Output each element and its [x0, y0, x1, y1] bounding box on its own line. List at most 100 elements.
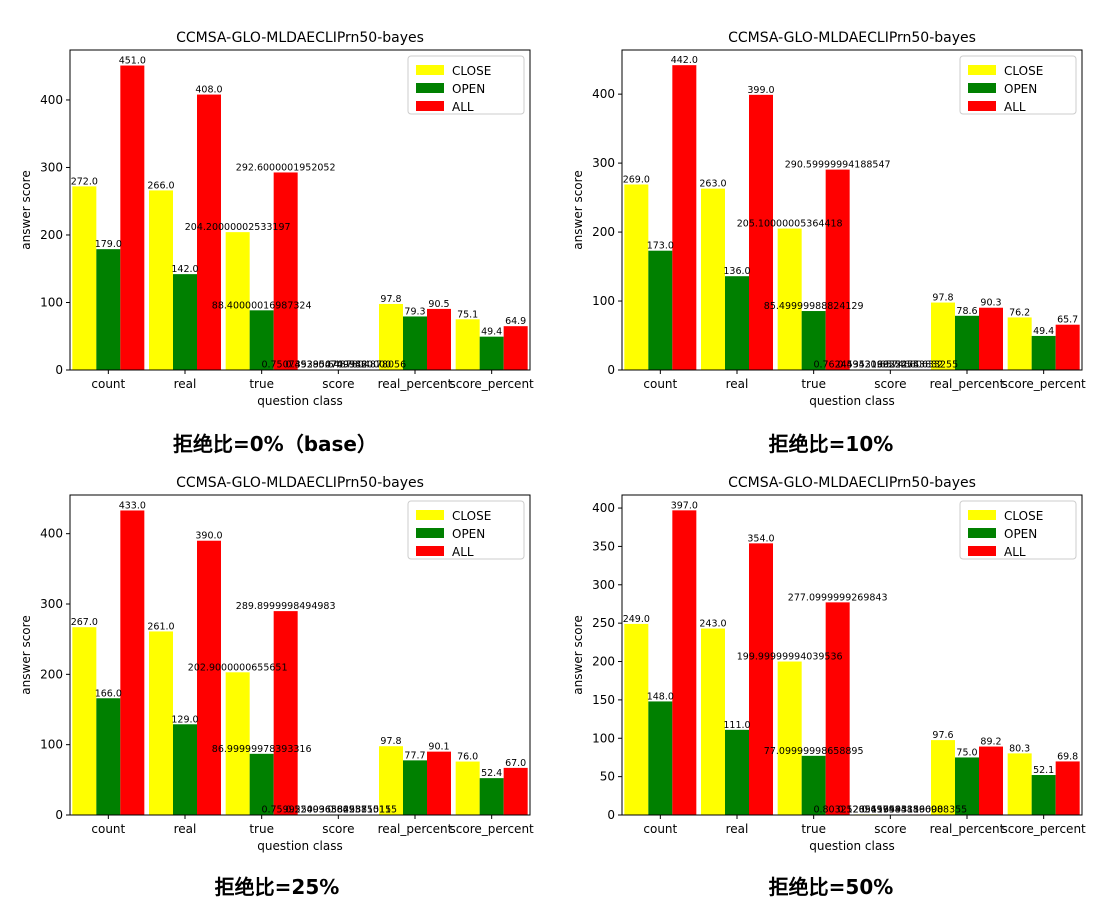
- legend-label: OPEN: [1004, 82, 1037, 96]
- bar-open: [648, 250, 673, 370]
- data-label: 86.99999978393316: [212, 744, 312, 755]
- y-axis-label: answer score: [571, 170, 585, 249]
- bar-close: [455, 319, 480, 370]
- data-label: 52.4: [481, 768, 502, 779]
- data-label: 397.0: [671, 500, 698, 511]
- data-label: 97.8: [380, 736, 401, 747]
- data-label: 0.4938547495460000: [285, 360, 391, 371]
- x-tick-label: score: [322, 822, 354, 836]
- bar-open: [955, 757, 979, 815]
- legend-swatch-all: [416, 546, 444, 556]
- bar-close: [72, 627, 97, 815]
- data-label: 97.6: [932, 730, 953, 741]
- bar-all: [273, 611, 298, 815]
- y-axis-label: answer score: [19, 615, 33, 694]
- legend: CLOSE OPEN ALL: [407, 55, 525, 115]
- data-label: 261.0: [147, 621, 174, 632]
- data-label: 166.0: [95, 688, 122, 699]
- bar-all: [979, 307, 1003, 370]
- x-tick-label: true: [801, 377, 826, 391]
- data-label: 64.9: [505, 316, 526, 327]
- bar-all: [749, 94, 773, 371]
- legend-swatch-open: [416, 83, 444, 93]
- data-label: 249.0: [623, 614, 650, 625]
- y-tick-label: 400: [592, 87, 615, 101]
- x-tick-label: score: [874, 822, 906, 836]
- bar-close: [931, 740, 955, 815]
- bar-all: [503, 326, 528, 370]
- bar-open: [1031, 335, 1056, 370]
- legend-label: OPEN: [452, 527, 485, 541]
- bar-close: [455, 761, 480, 815]
- data-label: 199.99999994039536: [737, 652, 843, 663]
- bar-close: [225, 232, 250, 370]
- data-label: 52.1: [1033, 765, 1054, 776]
- legend-swatch-open: [968, 83, 996, 93]
- data-label: 90.1: [428, 742, 449, 753]
- bar-close: [149, 190, 173, 370]
- bar-all: [120, 510, 145, 815]
- x-tick-label: score_percent: [450, 377, 535, 391]
- bar-all: [749, 543, 773, 815]
- x-tick-label: count: [643, 822, 677, 836]
- x-tick-label: true: [249, 822, 274, 836]
- legend-label: ALL: [1004, 545, 1026, 559]
- data-label: 442.0: [671, 55, 698, 66]
- x-tick-label: real_percent: [930, 822, 1005, 836]
- x-tick-label: real_percent: [378, 377, 453, 391]
- y-tick-label: 200: [40, 228, 63, 242]
- chart-panel-2: CCMSA-GLO-MLDAECLIPrn50-bayes 0 100 200 300 4…: [0, 465, 540, 865]
- bar-open: [249, 753, 274, 815]
- data-label: 408.0: [195, 85, 222, 96]
- data-label: 77.09999998658895: [764, 746, 864, 757]
- bar-all: [427, 308, 451, 370]
- data-label: 76.0: [457, 752, 478, 763]
- bar-all: [825, 602, 850, 815]
- x-tick-label: score: [322, 377, 354, 391]
- y-tick-label: 0: [607, 808, 615, 822]
- bar-close: [379, 746, 403, 815]
- bar-close: [225, 672, 250, 815]
- data-label: 433.0: [119, 500, 146, 511]
- data-label: 0.7599250936582587: [261, 804, 367, 815]
- y-tick-label: 400: [40, 93, 63, 107]
- data-label: 266.0: [147, 180, 174, 191]
- bar-open: [403, 760, 427, 815]
- data-label: 0.8032128511659315: [813, 804, 919, 815]
- x-tick-label: real_percent: [378, 822, 453, 836]
- data-label: 0.5209459445119000: [837, 805, 943, 816]
- y-tick-label: 350: [592, 539, 615, 553]
- bar-all: [825, 169, 850, 370]
- legend-swatch-close: [416, 510, 444, 520]
- x-axis-label: question class: [809, 394, 894, 408]
- x-tick-label: true: [249, 377, 274, 391]
- bar-open: [801, 755, 826, 815]
- chart-panel-0: CCMSA-GLO-MLDAECLIPrn50-bayes 0 100 200 300 4…: [0, 20, 540, 420]
- data-label: 49.4: [481, 327, 502, 338]
- data-label: 354.0: [747, 533, 774, 544]
- data-label: 80.3: [1009, 743, 1030, 754]
- data-label: 0.4942196524753832: [837, 360, 943, 371]
- data-label: 78.6: [956, 306, 977, 317]
- chart-title: CCMSA-GLO-MLDAECLIPrn50-bayes: [728, 475, 976, 491]
- data-label: 0.6979848866988355: [861, 804, 967, 815]
- x-tick-label: score_percent: [1002, 377, 1087, 391]
- bar-close: [624, 623, 649, 815]
- data-label: 451.0: [119, 56, 146, 67]
- data-label: 0.7624535316925254: [813, 359, 919, 370]
- plot-frame: [69, 49, 531, 371]
- bar-all: [672, 65, 697, 370]
- bar-open: [249, 310, 274, 370]
- bar-close: [72, 186, 97, 370]
- y-axis-label: answer score: [571, 615, 585, 694]
- data-label: 267.0: [71, 617, 98, 628]
- data-label: 97.8: [932, 293, 953, 304]
- legend-swatch-open: [416, 528, 444, 538]
- bar-all: [1055, 761, 1080, 815]
- legend-label: ALL: [452, 100, 474, 114]
- bar-open: [173, 274, 197, 370]
- bar-open: [96, 249, 121, 370]
- plot-frame: [621, 494, 1083, 816]
- bar-all: [1055, 324, 1080, 370]
- x-tick-label: count: [91, 377, 125, 391]
